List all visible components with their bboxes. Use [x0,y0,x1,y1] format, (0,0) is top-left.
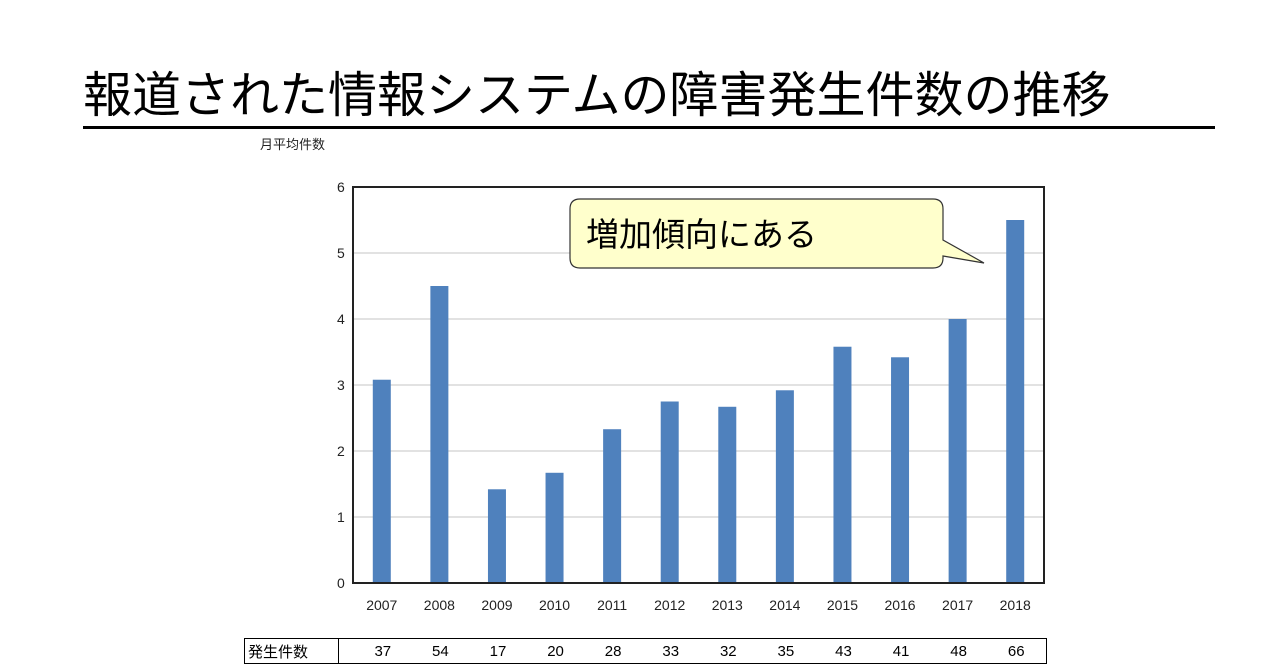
bars [372,220,1025,583]
callout-text: 増加傾向にある [586,215,817,254]
count-cell-2008: 54 [432,642,449,660]
bar-2011 [603,429,622,583]
count-cell-2016: 41 [892,642,910,660]
count-cell-2009: 17 [489,642,507,660]
bar-2014 [775,390,794,583]
x-tick-label: 2018 [1000,597,1031,613]
page-title: 報道された情報システムの障害発生件数の推移 [83,68,1215,129]
x-tick-label: 2014 [769,597,800,613]
count-cell-2007: 37 [374,642,392,660]
count-cell-2010: 20 [547,642,564,660]
bar-2015 [833,346,852,583]
count-cell-2017: 48 [950,642,967,660]
x-tick-label: 2008 [424,597,455,613]
count-table-cells: 37 54 17 20 28 33 32 35 43 41 48 66 [339,639,1046,663]
x-tick-label: 2011 [597,597,627,613]
bar-2010 [545,472,564,583]
x-tick-label: 2015 [827,597,858,613]
bar-2008 [430,286,449,583]
x-tick-label: 2016 [884,597,915,613]
callout: 増加傾向にある [569,198,985,269]
count-cell-2012: 33 [662,642,680,660]
x-tick-label: 2017 [942,597,973,613]
x-tick-label: 2012 [654,597,685,613]
y-tick-label: 2 [337,443,345,459]
y-axis-ticks: 0 1 2 3 4 5 6 [337,179,345,591]
bar-2017 [948,319,967,583]
count-cell-2013: 32 [719,642,737,660]
x-tick-label: 2009 [481,597,512,613]
count-cell-2011: 28 [604,642,622,660]
y-tick-label: 4 [337,311,345,327]
count-cell-2018: 66 [1007,642,1025,660]
x-tick-label: 2010 [539,597,570,613]
callout-bubble [569,198,985,269]
bar-2009 [487,489,506,583]
count-cell-2015: 43 [835,642,852,660]
y-tick-label: 5 [337,245,345,261]
gridlines [353,252,1044,518]
plot-area-border [352,186,1045,584]
y-tick-label: 1 [337,509,345,525]
bar-2007 [372,379,391,583]
y-axis-label: 月平均件数 [260,138,326,153]
bar-2013 [718,406,737,583]
count-table: 発生件数 37 54 17 20 28 33 32 35 43 41 48 66 [244,638,1047,664]
bar-2016 [891,357,910,583]
y-tick-label: 6 [337,179,345,195]
count-cell-2014: 35 [777,642,795,660]
bar-2012 [660,401,679,583]
x-axis-ticks: 2007 2008 2009 2010 2011 2012 2013 2014 2015 2016… [366,597,1031,613]
count-table-label: 発生件数 [245,639,339,663]
bar-2018 [1006,220,1025,583]
y-tick-label: 0 [337,575,345,591]
y-tick-label: 3 [337,377,345,393]
x-tick-label: 2013 [712,597,743,613]
x-tick-label: 2007 [366,597,397,613]
